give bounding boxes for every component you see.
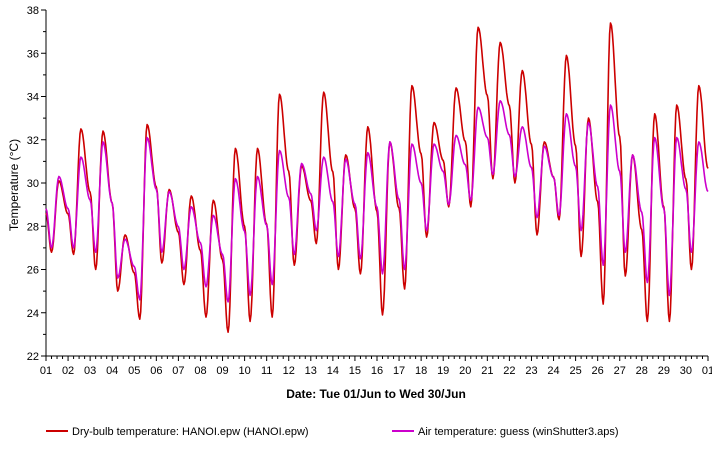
x-axis: 01 02 03 04 05 06 07 08 09 10 11 12 13 14 15 16 17 18 19 20… [40,355,712,377]
x-tick-label-24: 25 [569,365,581,377]
x-tick-label-11: 12 [283,365,295,377]
x-tick-label-6: 07 [172,365,184,377]
x-tick-label-30: 01 [702,365,712,377]
y-tick-label-38: 38 [27,5,39,17]
y-tick-label-24: 24 [27,308,39,320]
x-tick-label-26: 27 [614,365,626,377]
x-tick-label-3: 04 [106,365,118,377]
y-tick-label-36: 36 [27,48,39,60]
y-tick-label-32: 32 [27,135,39,147]
x-tick-label-15: 16 [371,365,383,377]
x-tick-label-19: 20 [459,365,471,377]
x-tick-label-22: 23 [525,365,537,377]
x-tick-label-18: 19 [437,365,449,377]
x-tick-label-28: 29 [658,365,670,377]
series-lines [45,22,709,333]
x-tick-label-29: 30 [680,365,692,377]
x-tick-label-12: 13 [305,365,317,377]
legend-label-drybulb: Dry-bulb temperature: HANOI.epw (HANOI.e… [72,426,309,438]
x-tick-label-7: 08 [194,365,206,377]
x-tick-label-23: 24 [547,365,559,377]
x-tick-label-14: 15 [349,365,361,377]
x-tick-label-10: 11 [261,365,272,377]
x-axis-title: Date: Tue 01/Jun to Wed 30/Jun [286,387,466,401]
y-tick-label-34: 34 [27,92,39,104]
x-tick-label-4: 05 [128,365,140,377]
x-tick-label-17: 18 [415,365,427,377]
x-tick-label-20: 21 [481,365,493,377]
x-tick-label-16: 17 [393,365,405,377]
x-tick-label-1: 02 [62,365,74,377]
drybulb-series-line [45,22,709,333]
legend-label-air: Air temperature: guess (winShutter3.aps) [418,426,619,438]
y-axis: 22 24 26 28 30 32 34 36 38 [27,5,47,363]
x-tick-label-25: 26 [592,365,604,377]
y-tick-label-22: 22 [27,351,39,363]
x-tick-label-9: 10 [238,365,250,377]
x-tick-label-13: 14 [327,365,339,377]
y-axis-title: Temperature (°C) [7,139,21,231]
x-tick-label-0: 01 [40,365,52,377]
x-tick-label-8: 09 [216,365,228,377]
x-tick-label-5: 06 [150,365,162,377]
air-series-line [45,100,709,303]
y-tick-label-30: 30 [27,178,39,190]
x-tick-label-2: 03 [84,365,96,377]
y-tick-label-28: 28 [27,221,39,233]
legend: Dry-bulb temperature: HANOI.epw (HANOI.e… [46,426,619,438]
x-tick-label-27: 28 [636,365,648,377]
x-tick-label-21: 22 [503,365,515,377]
y-tick-label-26: 26 [27,265,39,277]
